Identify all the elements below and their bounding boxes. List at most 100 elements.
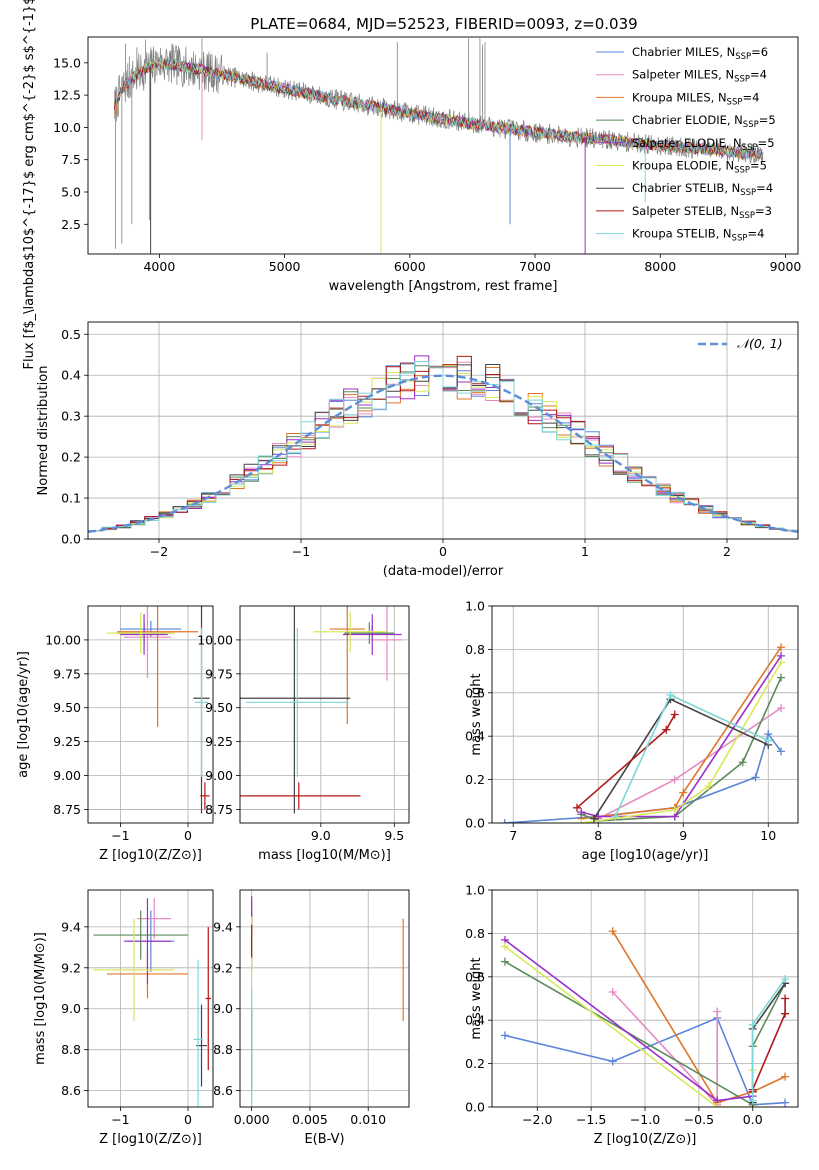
y-tick-label: 9.4 xyxy=(61,919,81,934)
y-tick-label: 2.5 xyxy=(61,217,81,232)
y-tick-label: 10.0 xyxy=(53,120,81,135)
data-point-marker xyxy=(781,1072,790,1081)
y-axis-label: mass [log10(M/M⊙)] xyxy=(33,932,48,1065)
plot-area xyxy=(500,643,785,823)
x-tick-label: 10 xyxy=(760,828,776,843)
errorbar-kroupa-elodie xyxy=(106,612,175,654)
errorbar-kroupa-miles xyxy=(117,606,199,727)
figure-title: PLATE=0684, MJD=52523, FIBERID=0093, z=0… xyxy=(250,15,637,33)
data-point-marker xyxy=(781,1098,790,1107)
y-tick-label: 0.2 xyxy=(465,1056,485,1071)
grid-lines xyxy=(88,606,213,823)
data-point-marker xyxy=(590,814,598,823)
series-line xyxy=(581,661,782,823)
x-axis-label: Z [log10(Z/Z⊙)] xyxy=(99,1132,202,1147)
data-point-marker xyxy=(748,1096,757,1105)
x-tick-label: 5000 xyxy=(269,259,301,274)
series-salpeter-elodie xyxy=(500,935,757,1105)
x-tick-label: −1.0 xyxy=(630,1112,660,1127)
tick-marks xyxy=(488,889,754,1111)
age-vs-mass-panel: 9.0 9.5 8.75 9.00 9.25 9.50 9.75 10.00 mass [log… xyxy=(197,605,410,863)
axes-frame xyxy=(87,605,214,824)
data-point-marker xyxy=(748,1020,757,1029)
series-salpeter-stelib xyxy=(748,994,790,1096)
data-point-marker xyxy=(781,994,790,1003)
x-axis-label: mass [log10(M/M⊙)] xyxy=(258,848,391,863)
y-tick-label: 0.4 xyxy=(465,1013,485,1028)
mass-weight-vs-metallicity-panel: −2.0 −1.5 −1.0 −0.5 0.0 0.0 0.2 0.4 0.6 0.8 1.0 Z [… xyxy=(465,883,799,1147)
x-tick-label: −1 xyxy=(111,1112,129,1127)
tick-marks xyxy=(236,926,369,1111)
data-point-marker xyxy=(577,819,586,823)
legend-entry: Kroupa MILES, NSSP=4 xyxy=(632,90,759,107)
x-tick-label: 0.010 xyxy=(350,1112,386,1127)
x-tick-label: 0 xyxy=(184,828,192,843)
model-spectrum-salpeter-stelib xyxy=(113,59,764,159)
data-point-marker xyxy=(608,1057,617,1066)
y-tick-label: 0.3 xyxy=(61,409,81,424)
y-tick-label: 0.0 xyxy=(465,1100,485,1115)
series-line xyxy=(751,978,786,1101)
series-line xyxy=(581,655,782,818)
y-axis-label: mass weight xyxy=(469,673,484,755)
legend-entry: Kroupa STELIB, NSSP=4 xyxy=(632,227,764,244)
x-tick-label: −0.5 xyxy=(684,1112,714,1127)
data-point-marker xyxy=(500,957,509,966)
errorbar-kroupa-miles xyxy=(329,606,365,724)
legend-entry: Salpeter STELIB, NSSP=3 xyxy=(632,204,772,221)
errorbar-chabrier-stelib xyxy=(240,606,351,814)
series-salpeter-stelib xyxy=(573,710,679,812)
errorbar-kroupa-stelib xyxy=(245,627,349,777)
x-axis-label: age [log10(age/yr)] xyxy=(582,848,709,863)
y-axis-label: Normed distribution xyxy=(36,366,51,496)
x-tick-label: 8 xyxy=(594,828,602,843)
y-tick-label: 9.0 xyxy=(61,1001,81,1016)
y-tick-label: 9.0 xyxy=(213,1001,233,1016)
x-tick-label: 9 xyxy=(679,828,687,843)
data-point-marker xyxy=(670,775,679,784)
legend-entry: Chabrier STELIB, NSSP=4 xyxy=(632,181,773,198)
series-kroupa-stelib xyxy=(611,690,773,821)
y-tick-label: 10.00 xyxy=(197,632,233,647)
plot-area xyxy=(500,927,790,1107)
data-point-marker xyxy=(670,805,679,814)
errorbar-salpeter-stelib xyxy=(240,782,361,810)
y-tick-label: 0.4 xyxy=(465,729,485,744)
errorbar-salpeter-elodie xyxy=(342,614,402,655)
grid-lines xyxy=(240,606,409,823)
x-tick-label: 0.000 xyxy=(234,1112,270,1127)
y-tick-label: 0.0 xyxy=(465,816,485,831)
data-point-marker xyxy=(777,747,785,756)
y-axis-label: age [log10(age/yr)] xyxy=(16,651,31,778)
data-point-marker xyxy=(662,725,671,734)
x-tick-label: 6000 xyxy=(394,259,426,274)
axes-frame xyxy=(87,36,799,255)
data-point-marker xyxy=(777,658,785,667)
grid-lines xyxy=(240,890,409,1107)
axes-frame xyxy=(87,321,799,540)
x-tick-label: −1 xyxy=(292,544,310,559)
y-tick-label: 9.50 xyxy=(53,700,81,715)
y-tick-label: 8.6 xyxy=(213,1083,233,1098)
spectrum-panel: 4000 5000 6000 7000 8000 9000 2.5 5.0 7.5 10.0 12.… xyxy=(22,0,801,369)
plot-area xyxy=(106,606,210,814)
y-tick-label: 1.0 xyxy=(465,599,485,614)
axes-frame xyxy=(491,605,799,824)
y-tick-label: 5.0 xyxy=(61,185,81,200)
errorbar-kroupa-elodie xyxy=(313,611,387,653)
tick-marks xyxy=(84,926,189,1111)
x-tick-label: 4000 xyxy=(143,259,175,274)
errorbar-chabrier-elodie xyxy=(93,910,188,960)
x-tick-label: −1 xyxy=(111,828,129,843)
legend: Chabrier MILES, NSSP=6 Salpeter MILES, NS… xyxy=(596,45,776,244)
plot-area xyxy=(251,896,404,1107)
data-point-marker xyxy=(781,1009,790,1018)
tick-marks xyxy=(84,333,728,543)
y-tick-label: 0.4 xyxy=(61,368,81,383)
data-point-marker xyxy=(500,819,509,823)
axes-frame xyxy=(87,889,214,1108)
errorbar-kroupa-stelib xyxy=(193,959,203,1107)
data-point-marker xyxy=(713,1103,722,1107)
y-tick-label: 7.5 xyxy=(61,152,81,167)
axes-frame xyxy=(491,889,799,1108)
